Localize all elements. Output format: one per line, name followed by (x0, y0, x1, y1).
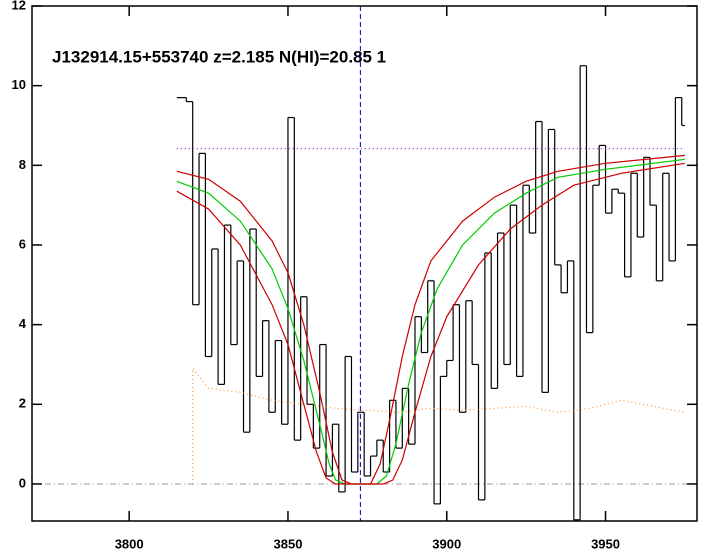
x-tick-label: 3800 (115, 536, 144, 551)
series-line (192, 366, 686, 484)
x-tick-label: 3850 (274, 536, 303, 551)
x-tick-label: 3950 (591, 536, 620, 551)
y-tick-label: 8 (19, 157, 26, 172)
x-tick-label: 3900 (432, 536, 461, 551)
y-tick-label: 0 (19, 475, 26, 490)
y-tick-label: 6 (19, 236, 26, 251)
y-tick-label: 2 (19, 396, 26, 411)
plot-frame (31, 5, 698, 522)
chart-title: J132914.15+553740 z=2.185 N(HI)=20.85 1 (52, 47, 386, 66)
series-line (176, 162, 685, 485)
y-tick-label: 4 (19, 316, 27, 331)
series-line (176, 158, 685, 485)
y-tick-label: 10 (12, 77, 26, 92)
y-tick-label: 12 (12, 0, 26, 12)
series-line (176, 154, 685, 485)
